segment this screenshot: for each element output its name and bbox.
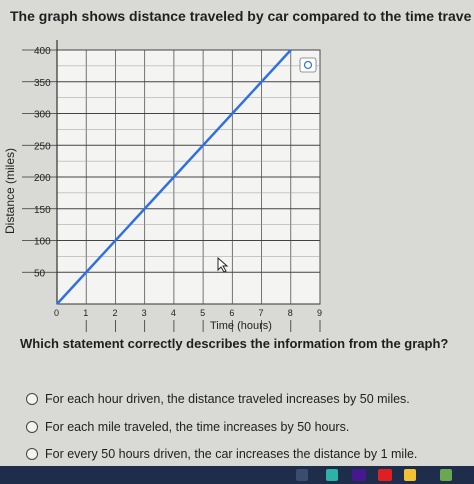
question-title: The graph shows distance traveled by car… xyxy=(10,8,472,24)
x-tick-label: 7 xyxy=(259,308,264,318)
x-tick-labels: 0 1 2 3 4 5 6 7 8 9 xyxy=(54,308,322,332)
question-prompt: Which statement correctly describes the … xyxy=(20,336,449,351)
kahoot-icon[interactable] xyxy=(352,469,366,481)
answer-option-1[interactable]: For each hour driven, the distance trave… xyxy=(26,392,410,406)
edge-icon[interactable] xyxy=(326,469,338,481)
answer-option-2[interactable]: For each mile traveled, the time increas… xyxy=(26,420,349,434)
x-tick-label: 0 xyxy=(54,308,59,318)
answer-option-label: For every 50 hours driven, the car incre… xyxy=(45,447,418,461)
y-tick-label: 150 xyxy=(34,205,51,216)
y-tick-label: 350 xyxy=(34,78,51,89)
search-icon[interactable] xyxy=(296,469,308,481)
x-tick-label: 1 xyxy=(83,308,88,318)
y-tick-label: 200 xyxy=(34,173,51,184)
y-tick-label: 400 xyxy=(34,46,51,57)
chart-grid xyxy=(56,40,321,305)
x-tick-label: 9 xyxy=(317,308,322,318)
youtube-icon[interactable] xyxy=(378,469,392,481)
answer-option-label: For each mile traveled, the time increas… xyxy=(45,420,350,434)
x-axis-label: Time (hours) xyxy=(210,320,272,332)
y-tick-label: 50 xyxy=(34,268,46,279)
y-tick-label: 250 xyxy=(34,141,51,152)
distance-time-graph: 50 100 150 200 250 300 350 400 0 1 2 3 4 5 6 7 8 9 Dista… xyxy=(3,40,322,332)
x-tick-label: 3 xyxy=(142,308,147,318)
zoom-icon[interactable] xyxy=(299,57,317,73)
y-tick-labels: 50 100 150 200 250 300 350 400 xyxy=(22,46,57,279)
y-tick-label: 100 xyxy=(34,237,51,248)
answer-option-3[interactable]: For every 50 hours driven, the car incre… xyxy=(26,447,417,461)
chrome-icon[interactable] xyxy=(404,469,416,481)
radio-button[interactable] xyxy=(26,421,38,433)
app-icon[interactable] xyxy=(440,469,452,481)
mouse-cursor-icon xyxy=(217,257,229,273)
x-tick-label: 6 xyxy=(229,308,234,318)
y-tick-label: 300 xyxy=(34,110,51,121)
x-tick-label: 5 xyxy=(200,308,205,318)
radio-button[interactable] xyxy=(26,393,38,405)
answer-option-label: For each hour driven, the distance trave… xyxy=(45,392,410,406)
x-tick-label: 8 xyxy=(288,308,293,318)
x-tick-label: 4 xyxy=(171,308,176,318)
y-axis-label: Distance (miles) xyxy=(3,148,17,234)
data-series xyxy=(56,49,292,305)
taskbar xyxy=(0,466,474,484)
radio-button[interactable] xyxy=(26,448,38,460)
x-tick-label: 2 xyxy=(112,308,117,318)
